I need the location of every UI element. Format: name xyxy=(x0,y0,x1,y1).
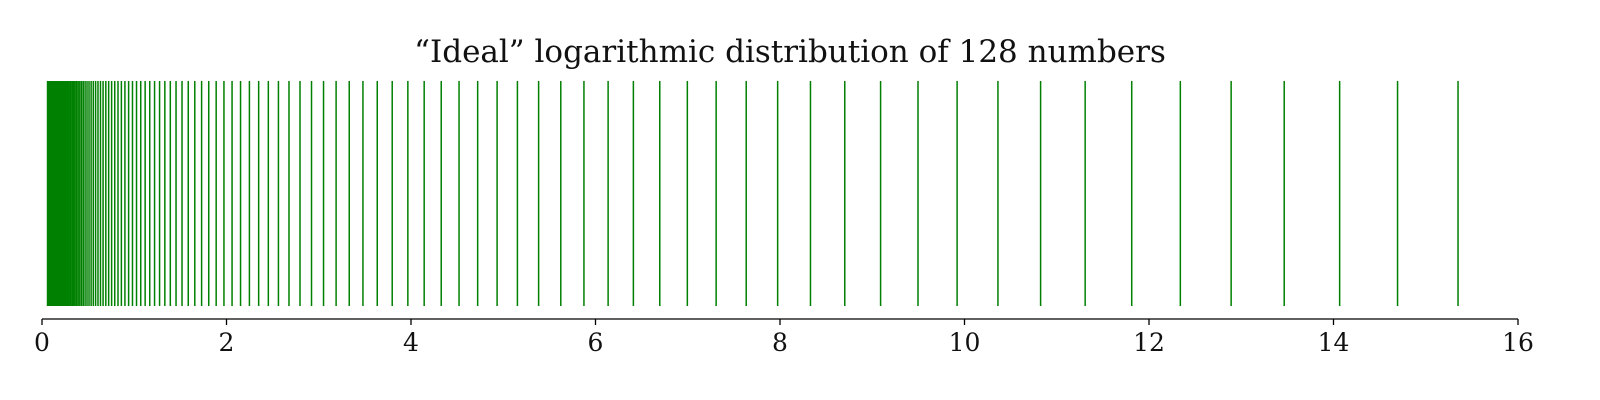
chart-title: “Ideal” logarithmic distribution of 128 … xyxy=(414,34,1166,70)
x-tick-label: 16 xyxy=(1502,328,1534,357)
x-tick-label: 14 xyxy=(1318,328,1350,357)
x-tick-label: 12 xyxy=(1133,328,1165,357)
x-tick-label: 4 xyxy=(403,328,419,357)
x-axis-ticks: 0 2 4 6 8 10 12 14 16 xyxy=(34,319,1534,357)
x-tick-label: 10 xyxy=(949,328,981,357)
distribution-lines xyxy=(46,81,1459,306)
x-tick-label: 6 xyxy=(588,328,604,357)
x-tick-label: 8 xyxy=(772,328,788,357)
x-tick-label: 2 xyxy=(219,328,235,357)
x-tick-label: 0 xyxy=(34,328,50,357)
